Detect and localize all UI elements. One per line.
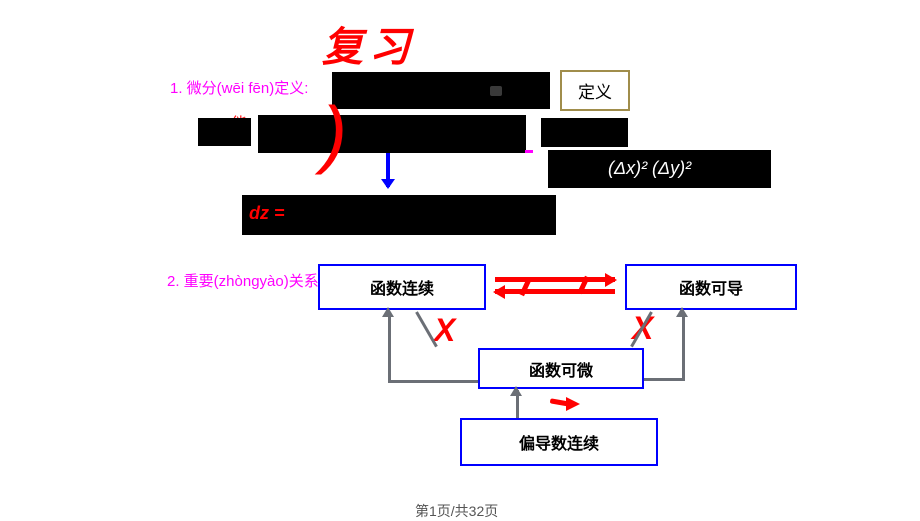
page-title: 复习: [322, 13, 416, 73]
page-number: 第1页/共32页: [415, 501, 498, 521]
arrow-seg: [682, 312, 685, 380]
arrow-seg: [388, 312, 391, 382]
dz-label: dz =: [249, 203, 285, 224]
red-x-1: X: [434, 312, 455, 349]
section1-label: 1. 微分(wēi fēn)定义:: [170, 77, 308, 98]
arrow-head: [382, 307, 394, 317]
red-paren: ): [322, 90, 347, 176]
arrow-seg: [644, 378, 685, 381]
formula-delta: (Δx)² (Δy)²: [608, 158, 691, 179]
arrow-seg: [388, 380, 478, 383]
masked-block-3: [541, 118, 628, 147]
masked-block-left: [198, 118, 251, 146]
pink-underline: [525, 150, 533, 153]
arrow-head: [676, 307, 688, 317]
red-arrow-head: [566, 397, 580, 411]
masked-block-5: [242, 195, 556, 235]
box-continuous: 函数连续: [318, 264, 486, 310]
mask-dot: [490, 86, 502, 96]
arrow-head: [510, 386, 522, 396]
masked-block-2: [258, 115, 526, 153]
red-double-arrow: [495, 275, 615, 301]
blue-arrow-down: [386, 153, 390, 187]
box-partial-continuous: 偏导数连续: [460, 418, 658, 466]
box-differentiable: 函数可微: [478, 348, 644, 389]
definition-button[interactable]: 定义: [560, 70, 630, 111]
box-derivable: 函数可导: [625, 264, 797, 310]
masked-block-1: [332, 72, 550, 109]
section2-label: 2. 重要(zhòngyào)关系:: [167, 270, 323, 291]
